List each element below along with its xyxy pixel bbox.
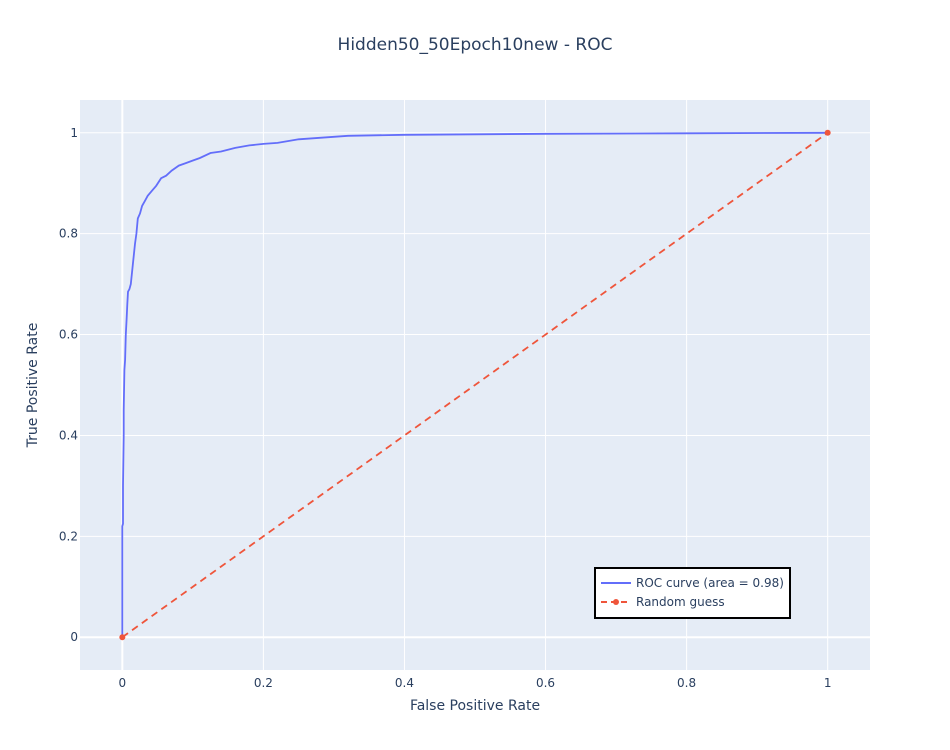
x-tick-label: 0.4 (395, 676, 414, 690)
random-guess-point (119, 634, 126, 641)
x-tick-label: 0.8 (677, 676, 696, 690)
grid (80, 100, 870, 670)
y-tick-label: 0.4 (59, 428, 78, 442)
y-tick-label: 0.8 (59, 227, 78, 241)
random-guess-line (121, 132, 829, 638)
tick-labels: 0 0.2 0.4 0.6 0.8 1 0 0.2 0.4 0.6 0.8 1 (59, 126, 832, 690)
y-axis-title: True Positive Rate (25, 323, 41, 449)
legend-box (594, 567, 791, 619)
y-tick-label: 1 (70, 126, 78, 140)
x-axis-title: False Positive Rate (410, 698, 540, 714)
legend-label-roc: ROC curve (area = 0.98) (636, 576, 784, 590)
legend-marker-random (613, 599, 619, 605)
x-tick-label: 1 (824, 676, 832, 690)
x-tick-label: 0.6 (536, 676, 555, 690)
roc-curve-line (121, 131, 828, 638)
random-guess-point (824, 129, 831, 136)
legend: ROC curve (area = 0.98) Random guess (594, 567, 791, 619)
series-layer (119, 129, 831, 641)
chart-title: Hidden50_50Epoch10new - ROC (338, 35, 613, 55)
x-tick-label: 0.2 (254, 676, 273, 690)
y-tick-label: 0.2 (59, 529, 78, 543)
y-tick-label: 0.6 (59, 328, 78, 342)
x-tick-label: 0 (119, 676, 127, 690)
y-tick-label: 0 (70, 630, 78, 644)
legend-label-random: Random guess (636, 595, 725, 609)
